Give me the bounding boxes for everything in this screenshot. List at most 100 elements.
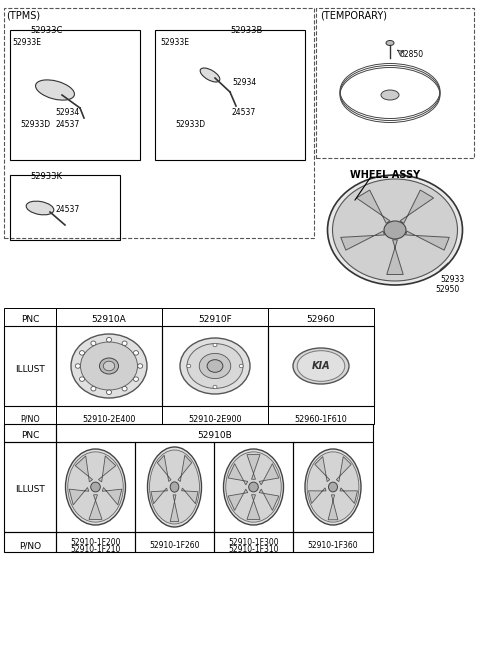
Text: KIA: KIA	[312, 361, 330, 371]
Bar	[56, 442, 135, 532]
Bar	[293, 442, 373, 532]
Ellipse shape	[122, 386, 127, 391]
Text: WHEEL ASSY: WHEEL ASSY	[350, 170, 420, 180]
Polygon shape	[170, 495, 179, 522]
Ellipse shape	[80, 350, 84, 355]
Bar	[4, 424, 56, 442]
Ellipse shape	[328, 482, 337, 492]
Ellipse shape	[81, 342, 137, 390]
Polygon shape	[89, 495, 102, 520]
Polygon shape	[400, 190, 433, 223]
Text: 52933D: 52933D	[175, 120, 205, 129]
Polygon shape	[228, 489, 248, 510]
Text: 52910-1F360: 52910-1F360	[308, 541, 358, 550]
Ellipse shape	[91, 482, 100, 492]
Text: P/NO: P/NO	[20, 415, 40, 424]
Polygon shape	[259, 464, 279, 485]
Ellipse shape	[170, 482, 179, 492]
Polygon shape	[102, 487, 122, 505]
Ellipse shape	[386, 41, 394, 45]
Ellipse shape	[187, 344, 243, 388]
Bar	[214, 532, 293, 552]
Text: 52910-1F260: 52910-1F260	[149, 541, 200, 550]
Text: 52910-1F300: 52910-1F300	[228, 538, 279, 547]
Ellipse shape	[36, 80, 74, 100]
Polygon shape	[259, 489, 279, 510]
Bar	[56, 424, 373, 442]
Text: 52933: 52933	[440, 275, 464, 284]
Text: 52933E: 52933E	[12, 38, 41, 47]
Polygon shape	[75, 456, 93, 482]
Text: 52960: 52960	[307, 316, 336, 325]
Text: 52934: 52934	[55, 108, 79, 117]
Text: 52910B: 52910B	[197, 432, 232, 440]
Bar	[4, 406, 56, 424]
Ellipse shape	[381, 90, 399, 100]
Bar	[162, 326, 268, 406]
Bar	[214, 442, 293, 532]
Bar	[162, 308, 268, 326]
Ellipse shape	[213, 343, 217, 347]
Text: 62850: 62850	[400, 50, 424, 59]
Text: 52910-1F210: 52910-1F210	[70, 545, 120, 554]
Ellipse shape	[26, 201, 54, 215]
Ellipse shape	[91, 386, 96, 391]
Polygon shape	[181, 488, 198, 504]
Polygon shape	[387, 240, 403, 274]
Text: 52934: 52934	[232, 78, 256, 87]
Ellipse shape	[107, 390, 111, 394]
Polygon shape	[247, 495, 260, 520]
Ellipse shape	[138, 363, 143, 368]
Ellipse shape	[226, 452, 281, 522]
Ellipse shape	[200, 68, 220, 82]
Polygon shape	[328, 495, 338, 520]
Ellipse shape	[239, 364, 243, 368]
Text: 52910-2E400: 52910-2E400	[82, 415, 136, 424]
Text: 52933D: 52933D	[20, 120, 50, 129]
Bar	[162, 406, 268, 424]
Ellipse shape	[122, 341, 127, 346]
Bar	[4, 8, 314, 238]
Text: PNC: PNC	[21, 316, 39, 325]
Ellipse shape	[150, 450, 200, 524]
Ellipse shape	[187, 364, 191, 368]
Bar	[56, 406, 162, 424]
Bar	[268, 406, 374, 424]
Polygon shape	[98, 456, 116, 482]
Polygon shape	[336, 457, 351, 482]
Polygon shape	[341, 231, 384, 250]
Text: 52910F: 52910F	[198, 316, 232, 325]
Text: (TPMS): (TPMS)	[6, 10, 40, 20]
Polygon shape	[340, 488, 358, 503]
Bar	[268, 308, 374, 326]
Polygon shape	[309, 488, 326, 503]
Text: 24537: 24537	[55, 120, 79, 129]
Text: 52910-1F200: 52910-1F200	[70, 538, 121, 547]
Ellipse shape	[199, 354, 231, 379]
Polygon shape	[69, 487, 89, 505]
Ellipse shape	[71, 334, 147, 398]
Ellipse shape	[297, 351, 345, 381]
Bar	[293, 532, 373, 552]
Bar	[135, 532, 214, 552]
Text: 24537: 24537	[232, 108, 256, 117]
Text: 52933C: 52933C	[30, 26, 62, 35]
Ellipse shape	[293, 348, 349, 384]
Bar	[4, 532, 56, 552]
Ellipse shape	[327, 175, 463, 285]
Ellipse shape	[80, 377, 84, 381]
Ellipse shape	[180, 338, 250, 394]
Text: P/NO: P/NO	[19, 541, 41, 550]
Text: 52933B: 52933B	[230, 26, 263, 35]
Bar	[10, 175, 120, 240]
Bar	[10, 30, 140, 160]
Bar	[56, 308, 162, 326]
Polygon shape	[151, 488, 168, 504]
Text: 52933E: 52933E	[160, 38, 189, 47]
Bar	[56, 326, 162, 406]
Ellipse shape	[249, 482, 258, 492]
Text: PNC: PNC	[21, 432, 39, 440]
Ellipse shape	[307, 452, 359, 522]
Text: 52910-2E900: 52910-2E900	[188, 415, 242, 424]
Bar	[316, 8, 474, 158]
